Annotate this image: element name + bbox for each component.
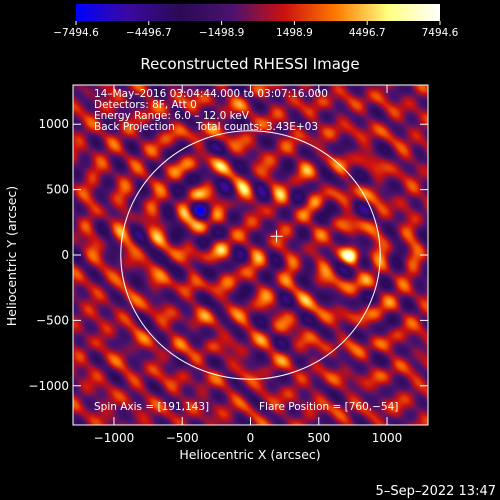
x-tick-label: −500 bbox=[166, 431, 199, 445]
y-axis-label: Heliocentric Y (arcsec) bbox=[4, 186, 19, 326]
colorbar-tick-label: 7494.6 bbox=[422, 27, 459, 39]
y-tick-label: −1000 bbox=[28, 379, 69, 393]
chart-title: Reconstructed RHESSI Image bbox=[140, 55, 359, 73]
annotation-line: Detectors: 8F, Att 0 bbox=[94, 99, 197, 111]
axes: −1000 −500 0 500 1000 −1000 −500 0 500 1000 bbox=[28, 85, 428, 445]
x-axis-label: Heliocentric X (arcsec) bbox=[179, 447, 320, 462]
colorbar-tick-label: −7494.6 bbox=[53, 27, 99, 39]
heatmap-image bbox=[73, 85, 428, 425]
overlay bbox=[120, 130, 381, 380]
annotations: 14–May–2016 03:04:44.000 to 03:07:16.000… bbox=[94, 88, 328, 133]
timestamp: 5–Sep–2022 13:47 bbox=[376, 484, 496, 499]
x-tick-label: 500 bbox=[307, 431, 330, 445]
x-tick-label: −1000 bbox=[94, 431, 135, 445]
flare-position-label: Flare Position = [760,−54] bbox=[259, 401, 398, 413]
colorbar-tick-label: −4496.7 bbox=[126, 27, 172, 39]
plot-area: −1000 −500 0 500 1000 −1000 −500 0 500 1000 bbox=[28, 84, 429, 445]
solar-limb-circle bbox=[120, 130, 381, 380]
annotation-line: Total counts: 3.43E+03 bbox=[195, 121, 318, 133]
y-tick-label: 1000 bbox=[38, 117, 69, 131]
y-tick-label: 0 bbox=[61, 248, 69, 262]
colorbar-ticks: −7494.6 −4496.7 −1498.9 1498.9 4496.7 7494.6 bbox=[53, 21, 459, 39]
annotation-line: Back Projection bbox=[94, 121, 175, 133]
annotation-line: 14–May–2016 03:04:44.000 to 03:07:16.000 bbox=[94, 88, 328, 100]
colorbar-tick-label: −1498.9 bbox=[199, 27, 245, 39]
x-tick-label: 1000 bbox=[372, 431, 403, 445]
colorbar-tick-label: 1498.9 bbox=[276, 27, 313, 39]
x-tick-label: 0 bbox=[247, 431, 255, 445]
annotation-line: Energy Range: 6.0 – 12.0 keV bbox=[94, 110, 250, 122]
y-tick-label: 500 bbox=[46, 183, 69, 197]
y-tick-label: −500 bbox=[36, 313, 69, 327]
colorbar bbox=[76, 4, 440, 21]
colorbar-tick-label: 4496.7 bbox=[349, 27, 386, 39]
spin-axis-label: Spin Axis = [191,143] bbox=[94, 401, 209, 413]
